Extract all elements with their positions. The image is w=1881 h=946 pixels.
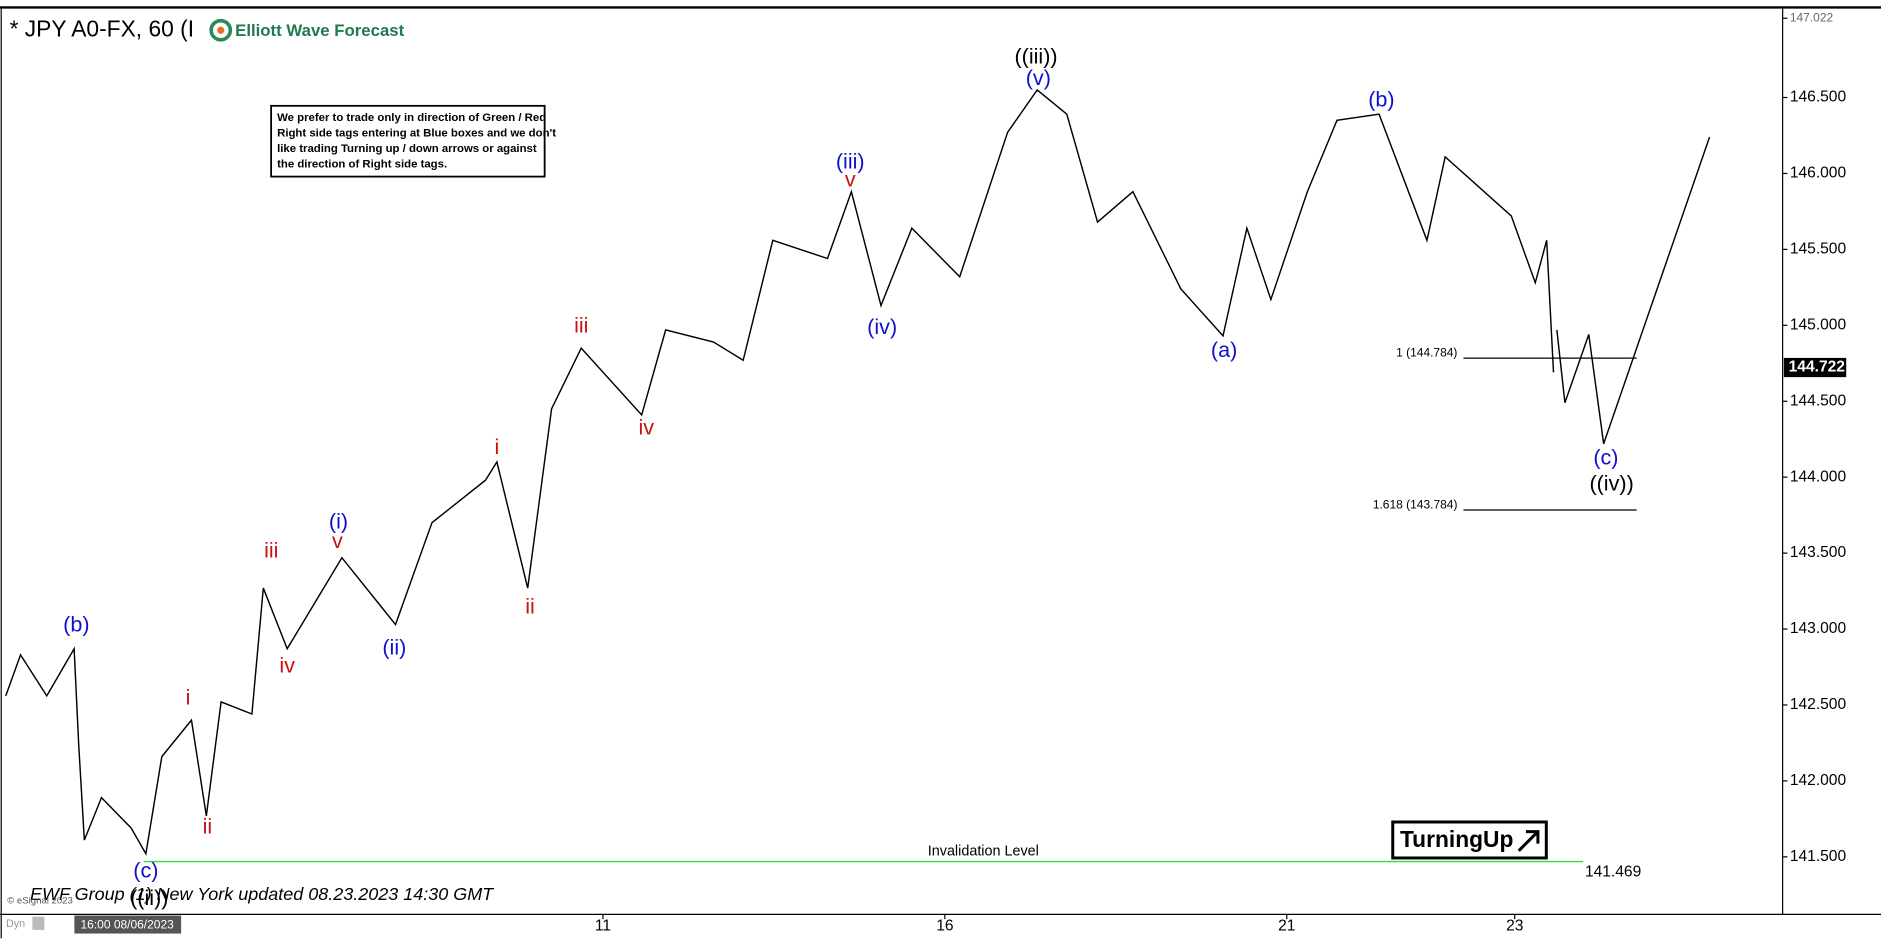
badge-arrow <box>1517 830 1540 852</box>
note-line: the direction of Right side tags. <box>277 159 447 171</box>
x-tick-label: 21 <box>1278 917 1295 934</box>
price-line <box>1556 136 1711 444</box>
wave-label: (iii) <box>836 149 865 174</box>
wave-label: v <box>332 528 343 553</box>
last-price-box <box>1783 357 1847 378</box>
wave-label: iii <box>264 537 278 562</box>
note-line: We prefer to trade only in direction of … <box>277 112 546 124</box>
wave-label: ii <box>203 814 213 839</box>
wave-label: (a) <box>1211 337 1237 362</box>
y-tick-label: 143.500 <box>1790 544 1847 561</box>
wave-label: (iv) <box>867 314 897 339</box>
wave-label: v <box>845 167 856 192</box>
note-box <box>270 104 546 178</box>
wave-label: iii <box>574 313 588 338</box>
brand-logo-dot <box>217 26 225 34</box>
footer: EWF Group (1) New York updated 08.23.202… <box>30 884 495 904</box>
wave-label: ((iii)) <box>1014 44 1057 69</box>
y-tick-label: 143.000 <box>1790 620 1847 637</box>
chart-title: * JPY A0-FX, 60 (I <box>10 15 194 41</box>
wave-label: (ii) <box>382 634 406 659</box>
x-tick-label: 23 <box>1506 917 1523 934</box>
fib-label: 1.618 (143.784) <box>1373 497 1458 511</box>
wave-label: (c) <box>133 858 158 883</box>
y-tick-label: 147.022 <box>1790 10 1834 24</box>
note: We prefer to trade only in direction of … <box>277 112 556 171</box>
y-tick-label: 145.500 <box>1790 241 1847 258</box>
wave-label: i <box>495 434 500 459</box>
wave-label: ((ii)) <box>130 885 168 910</box>
wave-label: ((iv)) <box>1589 470 1633 495</box>
wave-label: (b) <box>1368 86 1394 111</box>
x-start-box <box>74 915 182 934</box>
y-tick-label: 144.000 <box>1790 468 1847 485</box>
badge-text: TurningUp <box>1400 826 1513 852</box>
wave-label: iv <box>638 414 654 439</box>
wave-label: (v) <box>1026 65 1051 90</box>
wave-label: i <box>186 685 191 710</box>
y-tick-label: 141.500 <box>1790 848 1847 865</box>
wave-label: (c) <box>1593 445 1618 470</box>
copyright: © eSignal 2023 <box>7 896 73 907</box>
price-line <box>5 88 1555 856</box>
brand-name: Elliott Wave Forecast <box>235 21 405 40</box>
note-line: Right side tags entering at Blue boxes a… <box>277 127 556 139</box>
wave-label: ii <box>525 593 535 618</box>
mode-icon <box>32 916 45 930</box>
x-tick-label: 16 <box>936 917 953 934</box>
invalidation-value: 141.469 <box>1585 863 1641 880</box>
y-tick-label: 145.000 <box>1790 316 1847 333</box>
y-tick-label: 142.500 <box>1790 696 1847 713</box>
y-tick-label: 146.000 <box>1790 165 1847 182</box>
brand-logo <box>209 18 233 42</box>
last-price-label: 144.722 <box>1789 359 1846 376</box>
wave-label: (i) <box>329 508 348 533</box>
mode-label: Dyn <box>6 918 25 930</box>
x-tick-label: 11 <box>595 917 611 934</box>
y-tick-label: 146.500 <box>1790 89 1847 106</box>
invalidation-label: Invalidation Level <box>928 844 1039 860</box>
wave-label: (b) <box>63 612 89 637</box>
badge-box <box>1391 820 1548 860</box>
fib-label: 1 (144.784) <box>1396 345 1457 359</box>
y-tick-label: 144.500 <box>1790 392 1847 409</box>
x-start-label: 16:00 08/06/2023 <box>81 917 175 931</box>
y-tick-label: 142.000 <box>1790 772 1847 789</box>
wave-label: iv <box>279 653 295 678</box>
note-line: like trading Turning up / down arrows or… <box>277 143 537 155</box>
